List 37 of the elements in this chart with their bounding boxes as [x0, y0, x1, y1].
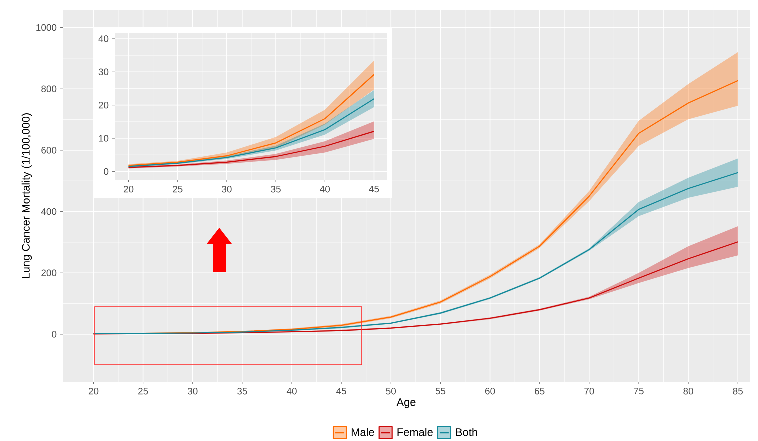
- y-tick-label: 600: [42, 147, 57, 154]
- y-tick-label: 40: [98, 36, 109, 42]
- x-tick-label: 40: [320, 186, 330, 193]
- x-tick-label: 25: [173, 186, 183, 193]
- x-axis-title: Age: [396, 398, 416, 408]
- x-tick-label: 30: [222, 186, 232, 193]
- y-tick-label: 0: [52, 331, 57, 338]
- x-tick-label: 30: [188, 388, 198, 395]
- x-tick-label: 55: [436, 388, 446, 395]
- x-tick-label: 40: [286, 388, 297, 395]
- x-tick-label: 70: [584, 388, 594, 395]
- line-series: [128, 131, 375, 168]
- x-tick-label: 45: [369, 186, 380, 193]
- x-tick-label: 20: [124, 186, 134, 193]
- y-tick-label: 200: [42, 270, 57, 276]
- x-tick-label: 35: [238, 388, 248, 395]
- y-tick-label: 10: [99, 135, 109, 142]
- x-tick-label: 85: [733, 388, 743, 395]
- x-tick-label: 50: [386, 388, 396, 395]
- y-tick-label: 20: [98, 102, 109, 109]
- x-tick-label: 75: [634, 388, 644, 395]
- y-tick-label: 0: [104, 168, 109, 176]
- x-tick-label: 80: [684, 388, 694, 395]
- y-tick-label: 30: [98, 68, 109, 76]
- y-tick-label: 1000: [36, 24, 57, 32]
- x-tick-label: 25: [138, 388, 148, 395]
- y-axis-title: Lung Cancer Mortality (1/100,000): [22, 114, 32, 278]
- legend-label: Both: [456, 428, 478, 436]
- x-tick-label: 45: [336, 388, 346, 395]
- y-tick-label: 800: [42, 86, 57, 92]
- x-tick-label: 65: [535, 388, 545, 395]
- y-tick-label: 400: [41, 208, 57, 216]
- x-tick-label: 20: [88, 388, 99, 395]
- legend-label: Male: [352, 428, 374, 436]
- x-tick-label: 35: [271, 186, 281, 193]
- x-tick-label: 60: [485, 388, 496, 395]
- legend-label: Female: [398, 428, 433, 436]
